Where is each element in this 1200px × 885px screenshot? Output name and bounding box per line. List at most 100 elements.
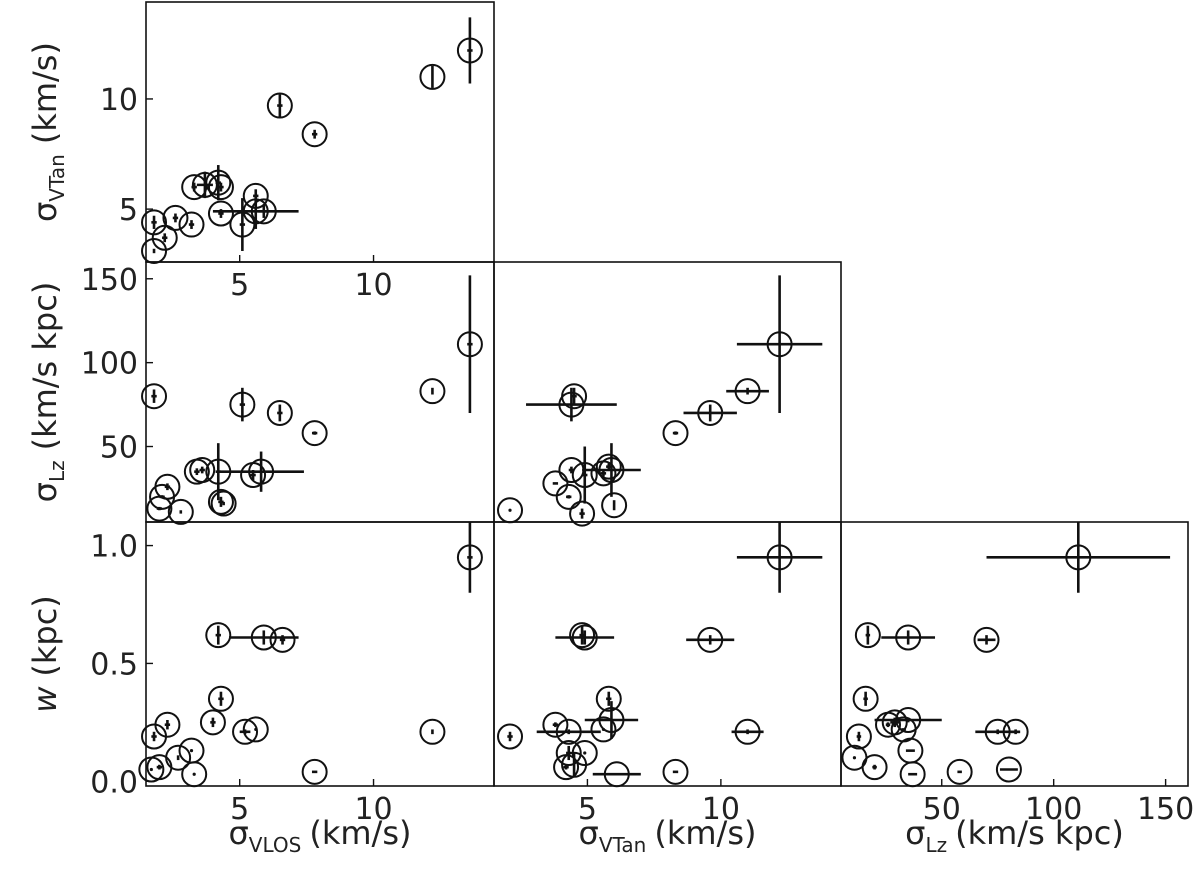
point-marker <box>151 224 178 251</box>
data-point <box>662 420 689 447</box>
data-point <box>178 737 205 764</box>
point-marker <box>852 685 879 712</box>
panel-frame <box>493 261 842 523</box>
y-tick-label: 150 <box>81 263 138 298</box>
data-point <box>165 744 192 771</box>
data-point <box>601 492 628 519</box>
panel-frame <box>145 521 495 787</box>
panel-sigma_vtan-vs-sigma_vlos: 5 10 5 10 σVTan(km/s) <box>26 1 495 303</box>
y-tick-label: 5 <box>119 193 138 228</box>
data-point <box>301 758 328 785</box>
y-axis-label: σVTan(km/s) <box>26 42 69 222</box>
data-point <box>269 626 296 653</box>
point-marker <box>232 718 259 745</box>
point-marker <box>154 473 181 500</box>
point-marker <box>899 761 926 788</box>
data-point <box>301 121 328 148</box>
data-point <box>242 716 269 743</box>
data-point <box>986 522 1171 593</box>
point-marker <box>595 453 622 480</box>
point-marker <box>601 492 628 519</box>
panel-frame <box>840 521 1189 787</box>
data-point <box>199 709 226 736</box>
data-point <box>899 761 926 788</box>
point-marker <box>590 716 617 743</box>
data-point <box>162 204 189 231</box>
data-point <box>266 92 293 119</box>
data-point <box>571 446 598 504</box>
data-point <box>662 758 689 785</box>
data-point <box>592 761 641 788</box>
point-marker <box>141 237 168 264</box>
point-marker <box>595 685 622 712</box>
data-point <box>167 498 194 525</box>
point-marker <box>419 378 446 405</box>
data-point <box>189 457 216 483</box>
point-marker <box>210 490 237 517</box>
data-point <box>456 275 483 413</box>
point-marker <box>946 758 973 785</box>
x-tick-label: 10 <box>354 268 392 303</box>
x-tick-label: 5 <box>230 792 249 827</box>
data-point <box>141 237 168 264</box>
data-point <box>178 211 205 238</box>
data-point <box>419 378 446 405</box>
point-marker <box>995 756 1022 783</box>
panel-w-vs-sigma_vlos: 5 10 0.0 0.5 1.0 σVLOS (km/s) w(kpc) <box>26 521 495 857</box>
point-marker <box>250 198 277 225</box>
point-marker <box>178 211 205 238</box>
data-point <box>874 707 942 733</box>
data-point <box>207 685 234 712</box>
point-marker <box>881 709 908 736</box>
point-marker <box>542 470 569 497</box>
data-point <box>154 473 181 500</box>
point-center <box>192 772 196 776</box>
x-axis-label: σVLOS (km/s) <box>229 814 412 857</box>
y-tick-label: 100 <box>81 347 138 382</box>
x-tick-label: 50 <box>923 792 961 827</box>
point-marker <box>266 399 293 426</box>
y-axis-label: w(kpc) <box>26 595 64 713</box>
data-point <box>582 443 641 497</box>
x-axis-label: σLz (km/s kpc) <box>905 814 1124 857</box>
data-point <box>301 420 328 447</box>
point-marker <box>662 758 689 785</box>
data-point <box>210 490 237 517</box>
point-marker <box>861 754 888 781</box>
x-tick-label: 100 <box>1025 792 1082 827</box>
data-point <box>218 451 304 492</box>
x-tick-label: 150 <box>1137 792 1194 827</box>
point-marker <box>301 420 328 447</box>
data-point <box>542 711 569 738</box>
data-point <box>558 457 585 483</box>
data-point <box>207 174 234 201</box>
panel-sigma_lz-vs-sigma_vtan <box>493 261 842 527</box>
data-point <box>229 387 256 422</box>
panel-frame <box>145 1 495 263</box>
data-point <box>542 470 569 497</box>
data-point <box>897 737 924 764</box>
data-point <box>419 718 446 745</box>
point-marker <box>266 92 293 119</box>
data-point <box>228 624 299 651</box>
data-point <box>526 387 617 422</box>
x-tick-label: 10 <box>702 792 740 827</box>
y-tick-label: 50 <box>100 431 138 466</box>
point-marker <box>1002 718 1029 745</box>
point-marker <box>542 711 569 738</box>
data-point <box>686 626 735 653</box>
point-marker <box>199 709 226 736</box>
data-point <box>881 624 936 651</box>
y-tick-label: 10 <box>100 83 138 118</box>
data-point <box>973 626 1000 653</box>
point-marker <box>207 488 234 515</box>
point-marker <box>973 626 1000 653</box>
data-point <box>561 383 588 410</box>
data-point <box>146 754 173 781</box>
data-point <box>731 718 764 745</box>
point-marker <box>419 718 446 745</box>
point-marker <box>242 716 269 743</box>
point-marker <box>181 761 208 788</box>
data-point <box>861 754 888 781</box>
